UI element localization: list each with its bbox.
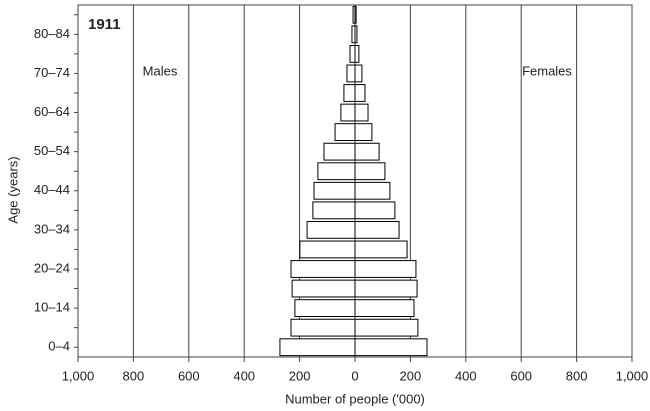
bar <box>290 318 356 337</box>
x-tick-label: 200 <box>289 368 311 383</box>
y-tick-label: 80–84 <box>34 26 70 41</box>
bar <box>323 142 356 161</box>
x-axis-title: Number of people ('000) <box>285 391 425 406</box>
x-tick-label: 1,000 <box>616 368 649 383</box>
x-tick-label: 1,000 <box>62 368 95 383</box>
bar <box>354 260 417 278</box>
y-tick-label: 70–74 <box>34 65 70 80</box>
bar <box>354 220 400 239</box>
bar <box>354 299 415 318</box>
bar <box>354 25 358 44</box>
x-tick-label: 800 <box>566 368 588 383</box>
y-tick-label: 0–4 <box>48 339 70 354</box>
bar <box>354 5 357 24</box>
x-tick-label: 400 <box>233 368 255 383</box>
bar <box>340 103 356 122</box>
bar <box>290 260 356 278</box>
y-tick-label: 10–14 <box>34 300 70 315</box>
y-tick-label: 40–44 <box>34 182 70 197</box>
bar <box>349 44 356 63</box>
y-tick-label: 60–64 <box>34 104 70 119</box>
x-tick-label: 800 <box>123 368 145 383</box>
y-tick-label: 30–34 <box>34 221 70 236</box>
bar <box>354 181 391 200</box>
bar <box>354 279 418 298</box>
bar <box>354 44 360 63</box>
series-label: Males <box>143 63 178 78</box>
bar <box>317 162 356 181</box>
bar <box>354 64 363 83</box>
bar <box>294 299 356 318</box>
series-label: Females <box>522 63 572 78</box>
bar <box>354 338 428 357</box>
bar <box>279 338 356 357</box>
bar <box>346 64 356 83</box>
y-tick-label: 20–24 <box>34 260 70 275</box>
x-tick-label: 200 <box>400 368 422 383</box>
x-tick-label: 0 <box>351 368 358 383</box>
bar <box>354 162 386 181</box>
chart-title: 1911 <box>88 16 121 33</box>
bar <box>299 240 356 259</box>
y-axis-title: Age (years) <box>5 156 20 223</box>
y-tick-label: 50–54 <box>34 143 70 158</box>
bar <box>354 142 380 161</box>
bar <box>354 84 366 102</box>
x-tick-label: 400 <box>455 368 477 383</box>
bar <box>313 181 356 200</box>
bar <box>343 84 356 102</box>
bar <box>306 220 356 239</box>
bar <box>312 201 356 220</box>
x-tick-label: 600 <box>178 368 200 383</box>
x-tick-label: 600 <box>510 368 532 383</box>
bar <box>291 279 356 298</box>
bar <box>354 123 373 142</box>
bar <box>334 123 356 142</box>
bar <box>354 240 408 259</box>
bar <box>354 201 396 220</box>
bar <box>354 103 369 122</box>
bar <box>354 318 419 337</box>
